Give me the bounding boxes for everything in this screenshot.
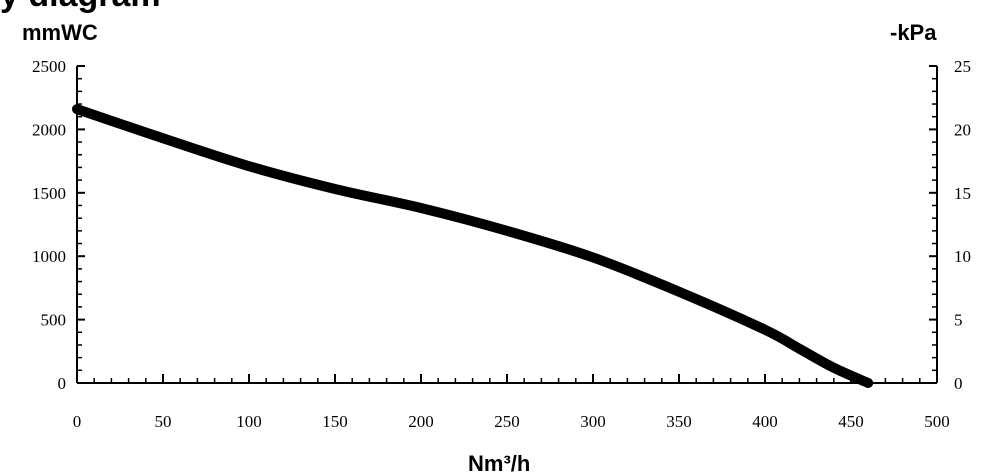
- x-tick-label: 350: [666, 412, 692, 431]
- y-axis-left-label: mmWC: [22, 20, 98, 45]
- y-tick-right-label: 10: [954, 247, 971, 266]
- tick-labels-group: 0 50 100 150 200 250 300 350 400 450 5000500100015…: [32, 57, 971, 431]
- y-tick-right-label: 0: [954, 374, 963, 393]
- y-tick-right-label: 25: [954, 57, 971, 76]
- y-tick-left-label: 2500: [32, 57, 66, 76]
- y-tick-left-label: 0: [58, 374, 67, 393]
- x-tick-label: 500: [924, 412, 950, 431]
- y-tick-right-label: 15: [954, 184, 971, 203]
- y-tick-left-label: 500: [41, 311, 67, 330]
- x-tick-label: 250: [494, 412, 520, 431]
- y-tick-right-label: 5: [954, 311, 963, 330]
- x-tick-label: 400: [752, 412, 778, 431]
- y-axis-right-label: -kPa: [890, 20, 937, 45]
- chart-title: y diagram: [0, 0, 161, 14]
- x-tick-label: 0: [73, 412, 82, 431]
- x-tick-label: 150: [322, 412, 348, 431]
- series-group: [72, 104, 874, 388]
- y-tick-right-label: 20: [954, 120, 971, 139]
- y-tick-left-label: 1500: [32, 184, 66, 203]
- y-tick-left-label: 1000: [32, 247, 66, 266]
- x-tick-label: 300: [580, 412, 606, 431]
- x-tick-label: 100: [236, 412, 262, 431]
- x-tick-label: 200: [408, 412, 434, 431]
- series-line: [72, 104, 874, 388]
- ticks-group: [76, 65, 938, 384]
- axes-group: [76, 66, 938, 384]
- x-axis-label: Nm³/h: [468, 451, 530, 474]
- y-tick-left-label: 2000: [32, 120, 66, 139]
- x-tick-label: 450: [838, 412, 864, 431]
- x-tick-label: 50: [155, 412, 172, 431]
